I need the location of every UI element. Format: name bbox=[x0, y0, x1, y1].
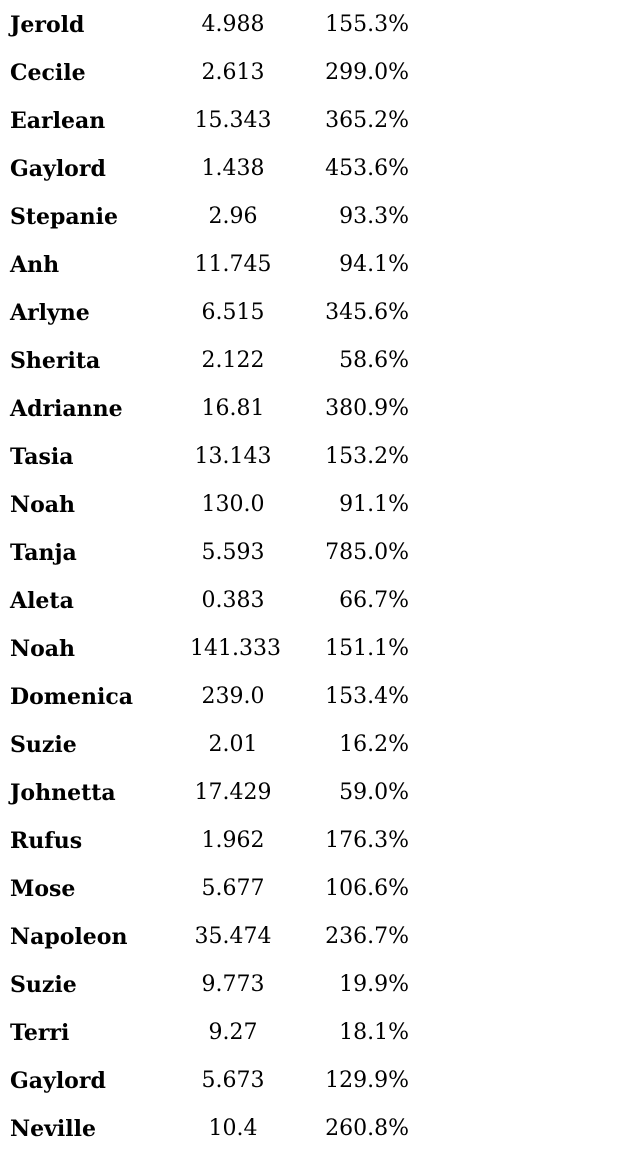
row-name: Noah bbox=[10, 636, 76, 662]
row-name: Suzie bbox=[10, 972, 77, 998]
row-value: 239.0 bbox=[201, 684, 265, 709]
table-row: Rufus 1.962 176.3% bbox=[0, 817, 640, 865]
row-name: Neville bbox=[10, 1116, 96, 1142]
row-name: Jerold bbox=[10, 12, 85, 38]
row-value: 1.962 bbox=[201, 828, 265, 853]
row-percent: 380.9% bbox=[325, 396, 409, 421]
row-percent: 59.0% bbox=[339, 780, 409, 805]
row-value: 15.343 bbox=[194, 108, 272, 133]
row-value: 5.673 bbox=[201, 1068, 265, 1093]
table-row: Gaylord 1.438 453.6% bbox=[0, 145, 640, 193]
row-name: Rufus bbox=[10, 828, 83, 854]
row-value: 2.96 bbox=[208, 204, 258, 229]
row-value: 130.0 bbox=[201, 492, 265, 517]
row-name: Stepanie bbox=[10, 204, 119, 230]
table-row: Noah 130.0 91.1% bbox=[0, 481, 640, 529]
row-name: Earlean bbox=[10, 108, 106, 134]
row-name: Gaylord bbox=[10, 1068, 106, 1094]
row-value: 2.613 bbox=[201, 60, 265, 85]
table-row: Tanja 5.593 785.0% bbox=[0, 529, 640, 577]
row-name: Mose bbox=[10, 876, 76, 902]
row-percent: 153.4% bbox=[325, 684, 409, 709]
table-row: Neville 10.4 260.8% bbox=[0, 1105, 640, 1153]
row-percent: 453.6% bbox=[325, 156, 409, 181]
table-row: Mose 5.677 106.6% bbox=[0, 865, 640, 913]
table-row: Terri 9.27 18.1% bbox=[0, 1009, 640, 1057]
row-value: 1.438 bbox=[201, 156, 265, 181]
row-name: Gaylord bbox=[10, 156, 106, 182]
row-percent: 785.0% bbox=[325, 540, 409, 565]
row-value: 2.122 bbox=[201, 348, 265, 373]
row-value: 13.143 bbox=[194, 444, 272, 469]
row-percent: 260.8% bbox=[325, 1116, 409, 1141]
row-percent: 365.2% bbox=[325, 108, 409, 133]
row-percent: 91.1% bbox=[339, 492, 409, 517]
table-row: Earlean 15.343 365.2% bbox=[0, 97, 640, 145]
row-name: Adrianne bbox=[10, 396, 123, 422]
row-percent: 345.6% bbox=[325, 300, 409, 325]
table-row: Adrianne 16.81 380.9% bbox=[0, 385, 640, 433]
table-row: Noah 141.333 151.1% bbox=[0, 625, 640, 673]
row-name: Aleta bbox=[10, 588, 74, 614]
row-name: Sherita bbox=[10, 348, 101, 374]
row-value: 11.745 bbox=[194, 252, 272, 277]
table-row: Tasia 13.143 153.2% bbox=[0, 433, 640, 481]
row-value: 9.773 bbox=[201, 972, 265, 997]
row-percent: 94.1% bbox=[339, 252, 409, 277]
row-percent: 18.1% bbox=[339, 1020, 409, 1045]
table-row: Sherita 2.122 58.6% bbox=[0, 337, 640, 385]
table-row: Johnetta 17.429 59.0% bbox=[0, 769, 640, 817]
row-value: 35.474 bbox=[194, 924, 272, 949]
row-percent: 236.7% bbox=[325, 924, 409, 949]
row-percent: 93.3% bbox=[339, 204, 409, 229]
row-percent: 66.7% bbox=[339, 588, 409, 613]
row-name: Suzie bbox=[10, 732, 77, 758]
row-percent: 153.2% bbox=[325, 444, 409, 469]
row-percent: 299.0% bbox=[325, 60, 409, 85]
row-value: 6.515 bbox=[201, 300, 265, 325]
row-percent: 176.3% bbox=[325, 828, 409, 853]
table-row: Jerold 4.988 155.3% bbox=[0, 1, 640, 49]
row-name: Anh bbox=[10, 252, 60, 278]
row-name: Domenica bbox=[10, 684, 134, 710]
table-row: Domenica 239.0 153.4% bbox=[0, 673, 640, 721]
table-row: Cecile 2.613 299.0% bbox=[0, 49, 640, 97]
row-name: Tanja bbox=[10, 540, 77, 566]
row-value: 141.333 bbox=[190, 636, 281, 661]
row-percent: 106.6% bbox=[325, 876, 409, 901]
row-value: 4.988 bbox=[201, 12, 265, 37]
row-name: Tasia bbox=[10, 444, 74, 470]
table-row: Suzie 2.01 16.2% bbox=[0, 721, 640, 769]
table-row: Aleta 0.383 66.7% bbox=[0, 577, 640, 625]
row-value: 17.429 bbox=[194, 780, 272, 805]
table-row: Arlyne 6.515 345.6% bbox=[0, 289, 640, 337]
row-name: Napoleon bbox=[10, 924, 128, 950]
table-row: Stepanie 2.96 93.3% bbox=[0, 193, 640, 241]
row-percent: 129.9% bbox=[325, 1068, 409, 1093]
row-percent: 155.3% bbox=[325, 12, 409, 37]
table-row: Gaylord 5.673 129.9% bbox=[0, 1057, 640, 1105]
row-percent: 16.2% bbox=[339, 732, 409, 757]
row-value: 0.383 bbox=[201, 588, 265, 613]
row-value: 9.27 bbox=[208, 1020, 258, 1045]
table-row: Anh 11.745 94.1% bbox=[0, 241, 640, 289]
row-value: 2.01 bbox=[208, 732, 258, 757]
row-value: 5.677 bbox=[201, 876, 265, 901]
row-name: Arlyne bbox=[10, 300, 90, 326]
row-name: Johnetta bbox=[10, 780, 116, 806]
table-row: Suzie 9.773 19.9% bbox=[0, 961, 640, 1009]
row-value: 10.4 bbox=[208, 1116, 258, 1141]
table-row: Napoleon 35.474 236.7% bbox=[0, 913, 640, 961]
row-percent: 58.6% bbox=[339, 348, 409, 373]
row-value: 5.593 bbox=[201, 540, 265, 565]
row-name: Noah bbox=[10, 492, 76, 518]
row-value: 16.81 bbox=[201, 396, 265, 421]
row-percent: 151.1% bbox=[325, 636, 409, 661]
row-percent: 19.9% bbox=[339, 972, 409, 997]
row-name: Cecile bbox=[10, 60, 86, 86]
row-name: Terri bbox=[10, 1020, 70, 1046]
